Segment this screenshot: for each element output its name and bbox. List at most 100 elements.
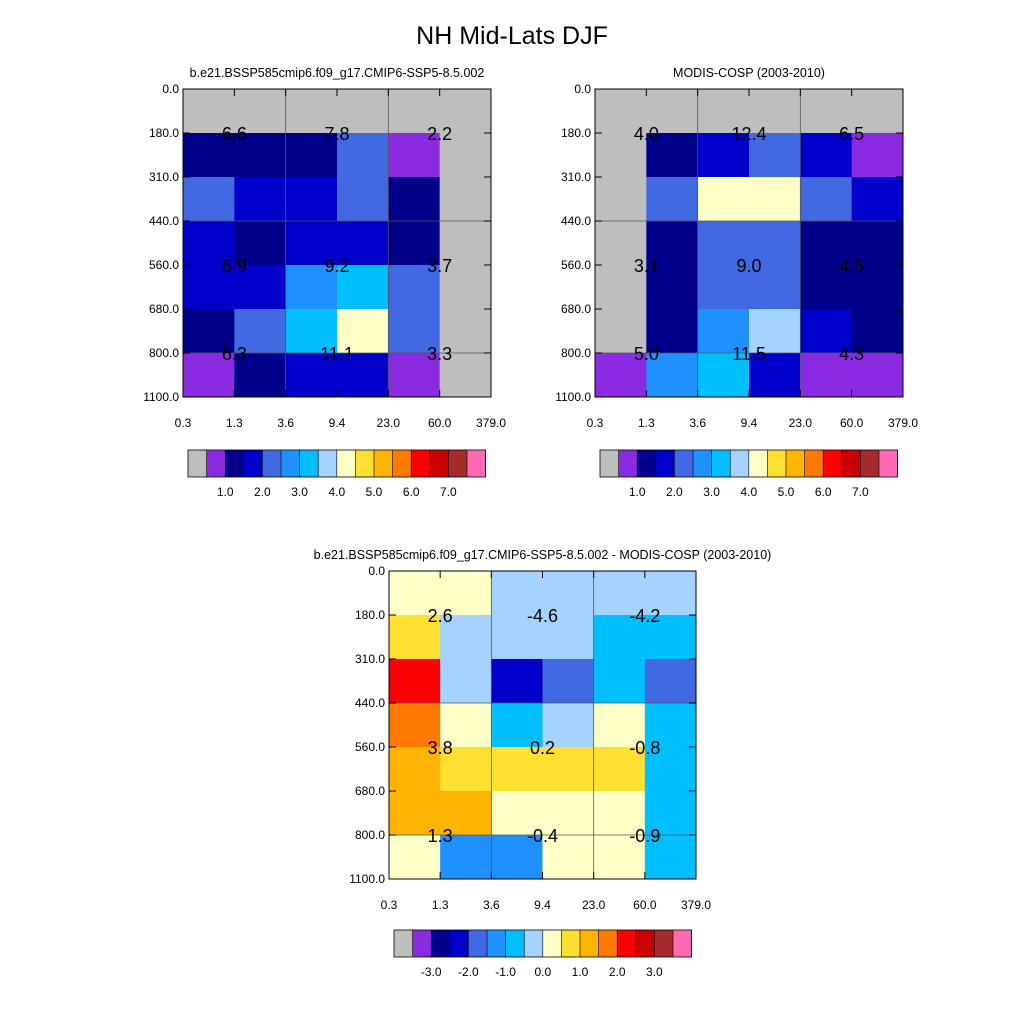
colorbar-swatch (542, 930, 562, 957)
data-label: 4.5 (839, 256, 864, 276)
colorbar-swatch (188, 450, 207, 477)
heatmap-cell (749, 309, 801, 354)
colorbar-swatch (448, 450, 468, 477)
heatmap-cell (593, 747, 646, 792)
heatmap-cell (337, 353, 389, 398)
colorbar-swatch (355, 450, 375, 477)
colorbar-swatch (804, 450, 824, 477)
heatmap-cell (644, 791, 697, 836)
colorbar-swatch (618, 450, 638, 477)
heatmap-cell (439, 177, 492, 222)
colorbar-swatch (637, 450, 657, 477)
colorbar-swatch (431, 930, 451, 957)
data-label: -0.9 (629, 826, 660, 846)
colorbar-swatch (392, 450, 412, 477)
colorbar-label: 1.0 (572, 965, 589, 979)
heatmap-cell (183, 265, 235, 310)
colorbar-label: 3.0 (646, 965, 663, 979)
x-tick-label: 379.0 (888, 416, 918, 430)
colorbar-swatch (468, 930, 488, 957)
data-label: -0.8 (629, 738, 660, 758)
x-tick-label: 3.6 (689, 416, 706, 430)
y-tick-label: 560.0 (149, 258, 179, 272)
colorbar-swatch (449, 930, 469, 957)
colorbar-label: 6.0 (403, 485, 420, 499)
x-tick-label: 60.0 (428, 416, 452, 430)
colorbar-swatch (617, 930, 637, 957)
heatmap-cell (439, 221, 492, 266)
colorbar-swatch (467, 450, 486, 477)
data-label: 0.2 (530, 738, 555, 758)
colorbar-label: 4.0 (740, 485, 757, 499)
heatmap-cell (491, 835, 543, 880)
heatmap-cell (595, 133, 647, 178)
x-tick-label: 23.0 (377, 416, 401, 430)
y-tick-label: 1100.0 (555, 390, 591, 404)
heatmap-cell (389, 615, 441, 660)
heatmap-cell (440, 703, 492, 748)
x-tick-label: 0.3 (381, 898, 398, 912)
y-tick-label: 560.0 (355, 740, 385, 754)
colorbar-swatch (879, 450, 898, 477)
heatmap-cell (595, 265, 647, 310)
x-tick-label: 379.0 (476, 416, 506, 430)
heatmap-cell (697, 177, 750, 222)
heatmap-cell (644, 703, 697, 748)
y-tick-label: 180.0 (561, 126, 591, 140)
heatmap-cell (644, 747, 697, 792)
heatmap-cell (285, 133, 338, 178)
heatmap-cell (595, 177, 647, 222)
colorbar-swatch (412, 930, 432, 957)
data-label: 9.2 (324, 256, 349, 276)
heatmap-cell (542, 703, 595, 748)
colorbar-swatch (598, 930, 618, 957)
heatmap-cell (851, 89, 904, 134)
heatmap-cell (388, 265, 441, 310)
colorbar-label: -1.0 (495, 965, 516, 979)
data-label: -4.2 (629, 606, 660, 626)
colorbar-label: 1.0 (629, 485, 646, 499)
heatmap-cell (388, 221, 441, 266)
heatmap-cell (234, 353, 287, 398)
x-tick-label: 3.6 (277, 416, 294, 430)
heatmap-cell (234, 89, 287, 134)
colorbar-swatch (786, 450, 805, 477)
colorbar-swatch (674, 450, 694, 477)
heatmap-cell (234, 221, 287, 266)
heatmap-cell (851, 133, 904, 178)
x-tick-label: 60.0 (633, 898, 657, 912)
colorbar-label: 5.0 (366, 485, 383, 499)
heatmap-cell (234, 265, 287, 310)
colorbar-label: -3.0 (421, 965, 442, 979)
heatmap-cell (388, 133, 441, 178)
heatmap-cell (542, 571, 595, 616)
x-tick-label: 1.3 (226, 416, 243, 430)
y-tick-label: 310.0 (561, 170, 591, 184)
heatmap-cell (800, 265, 853, 310)
heatmap-cell (749, 221, 801, 266)
colorbar-frame (187, 449, 487, 478)
colorbar-label: 2.0 (666, 485, 683, 499)
colorbar-swatch (524, 930, 544, 957)
heatmap-cell (491, 571, 543, 616)
x-tick-label: 0.3 (587, 416, 604, 430)
y-tick-label: 680.0 (561, 302, 591, 316)
colorbar-swatch (411, 450, 431, 477)
heatmap-cell (183, 133, 235, 178)
heatmap-cell (697, 265, 750, 310)
heatmap-cell (646, 133, 699, 178)
colorbar-swatch (654, 930, 674, 957)
heatmap-cell (697, 133, 750, 178)
heatmap-cell (697, 309, 750, 354)
heatmap-cell (697, 221, 750, 266)
colorbar-swatch (561, 930, 581, 957)
y-tick-label: 680.0 (149, 302, 179, 316)
heatmap-cell (644, 615, 697, 660)
colorbar-label: 3.0 (703, 485, 720, 499)
heatmap-cell (697, 89, 750, 134)
heatmap-cell (388, 309, 441, 354)
heatmap-cell (542, 659, 595, 704)
heatmap-cell (542, 791, 595, 836)
colorbar-label: 3.0 (291, 485, 308, 499)
heatmap-cell (183, 353, 235, 398)
